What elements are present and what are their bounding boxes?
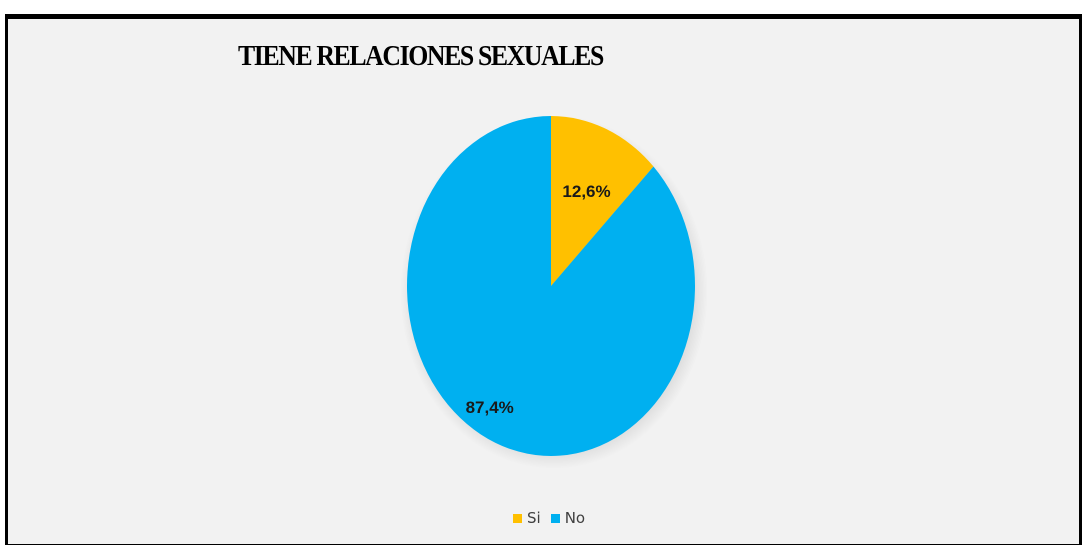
pie-slice-no [407, 116, 695, 456]
legend-label-si: Si [527, 509, 541, 527]
legend-entry-no: No [550, 509, 586, 527]
pie-slice-si [551, 116, 654, 286]
legend-swatch-si [513, 513, 522, 523]
chart-title: TIENE RELACIONES SEXUALES [238, 41, 604, 72]
chart-area: TIENE RELACIONES SEXUALES 12,6% 87,4% Si … [5, 14, 1082, 545]
legend-swatch-no [550, 513, 560, 523]
legend-entry-si: Si [513, 509, 541, 527]
legend-label-no: No [564, 509, 586, 527]
data-label-si: 12,6% [562, 182, 610, 201]
legend: Si No [513, 509, 585, 527]
pie-chart: 12,6% 87,4% [400, 115, 708, 469]
data-label-no: 87,4% [466, 398, 514, 417]
